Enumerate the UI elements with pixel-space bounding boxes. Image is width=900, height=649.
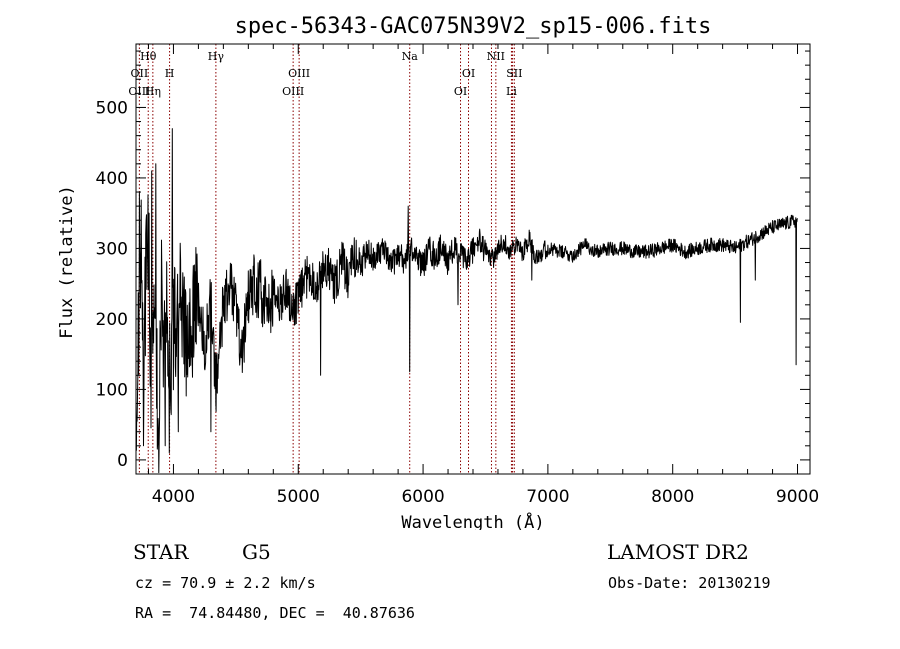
- x-axis-ticks: 4000 5000 6000 7000 8000 9000: [147, 44, 819, 507]
- line-label: OI: [454, 85, 467, 98]
- x-tick-label: 5000: [277, 487, 320, 507]
- line-label: OI: [462, 67, 475, 80]
- spectrum-line: [135, 128, 798, 474]
- y-axis-ticks: 0 100 200 300 400 500: [96, 50, 810, 471]
- line-label: OIII: [288, 67, 310, 80]
- coordinates: RA = 74.84480, DEC = 40.87636: [135, 604, 415, 622]
- line-label: Na: [402, 50, 419, 63]
- line-label: Hη: [145, 85, 161, 98]
- x-tick-label: 7000: [526, 487, 569, 507]
- chart-title: spec-56343-GAC075N39V2_sp15-006.fits: [235, 14, 712, 39]
- x-tick-label: 8000: [651, 487, 694, 507]
- line-label: OIII: [128, 85, 150, 98]
- y-axis-label: Flux (relative): [57, 185, 77, 339]
- x-tick-label: 9000: [776, 487, 819, 507]
- x-tick-label: 4000: [152, 487, 195, 507]
- spectrum-chart: spec-56343-GAC075N39V2_sp15-006.fits Hθ O…: [57, 14, 819, 530]
- line-label: Li: [506, 85, 517, 98]
- line-label: OII: [131, 67, 149, 80]
- y-tick-label: 0: [117, 451, 128, 471]
- y-tick-label: 500: [96, 98, 128, 118]
- y-tick-label: 100: [96, 380, 128, 400]
- object-class: STAR: [133, 540, 189, 564]
- line-label: OIII: [282, 85, 304, 98]
- object-subclass: G5: [242, 540, 271, 564]
- y-tick-label: 300: [96, 239, 128, 259]
- survey-name: LAMOST DR2: [607, 540, 749, 564]
- y-tick-label: 200: [96, 310, 128, 330]
- x-axis-label: Wavelength (Å): [401, 511, 544, 530]
- line-label: Hθ: [140, 50, 157, 63]
- line-label: H: [165, 67, 175, 80]
- observation-date: Obs-Date: 20130219: [608, 574, 771, 592]
- line-label: NII: [487, 50, 505, 63]
- line-label: SII: [506, 67, 522, 80]
- redshift-velocity: cz = 70.9 ± 2.2 km/s: [135, 574, 316, 592]
- line-label: Hγ: [208, 50, 225, 63]
- y-tick-label: 400: [96, 169, 128, 189]
- x-tick-label: 6000: [401, 487, 444, 507]
